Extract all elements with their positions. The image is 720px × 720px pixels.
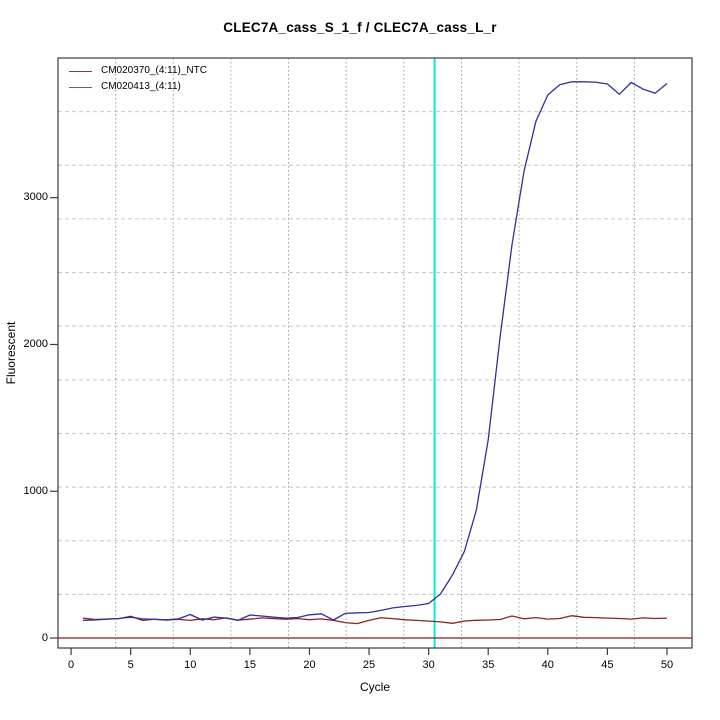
x-tick-label: 25 (362, 659, 376, 671)
plot-border (57, 57, 693, 649)
x-tick-label: 50 (660, 659, 674, 671)
y-tick-label: 0 (41, 631, 48, 644)
y-tick-label: 1000 (23, 484, 48, 497)
y-tick-label: 3000 (23, 191, 48, 204)
x-tick-label: 35 (482, 659, 495, 671)
x-tick-label: 0 (68, 659, 75, 671)
legend-label-sample: CM020413_(4:11) (101, 81, 181, 92)
x-axis-title: Cycle (359, 680, 390, 694)
legend-item-ntc: CM020370_(4:11)_NTC (69, 63, 207, 79)
x-tick-label: 30 (422, 659, 435, 671)
y-axis-title: Fluorescent (4, 321, 18, 385)
x-tick-label: 5 (127, 659, 134, 671)
curve-ntc (82, 615, 668, 625)
plot-title: CLEC7A_cass_S_1_f / CLEC7A_cass_L_r (223, 20, 497, 35)
x-tick-label: 20 (303, 659, 316, 671)
x-tick-label: 10 (184, 659, 197, 671)
ntc-line-swatch (69, 70, 92, 72)
legend-item-sample: CM020413_(4:11) (69, 79, 207, 95)
x-tick-label: 45 (601, 659, 614, 671)
y-tick-label: 2000 (23, 337, 48, 350)
legend: CM020370_(4:11)_NTC CM020413_(4:11) (69, 63, 207, 95)
x-tick-label: 40 (541, 659, 554, 671)
legend-label-ntc: CM020370_(4:11)_NTC (101, 65, 207, 76)
curve-sample (82, 81, 668, 622)
x-tick-label: 15 (243, 659, 256, 671)
sample-line-swatch (69, 86, 92, 88)
